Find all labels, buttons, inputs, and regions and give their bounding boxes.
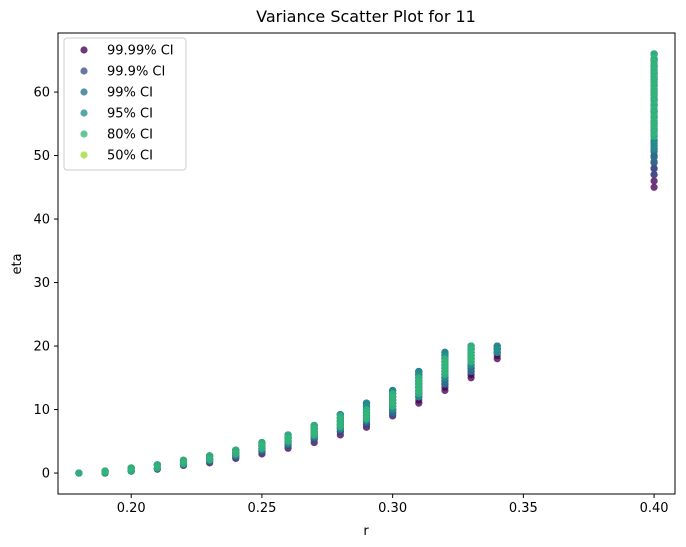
data-point — [650, 158, 658, 166]
data-point — [232, 446, 240, 454]
data-point — [650, 153, 658, 161]
x-tick-label: 0.25 — [247, 501, 276, 516]
y-axis: 0 10 20 30 40 50 60 — [33, 86, 58, 482]
data-point — [362, 399, 371, 407]
data-point — [127, 464, 135, 472]
legend-marker — [80, 109, 88, 117]
legend: 99.99% CI 99.9% CI 99% CI 95% CI 80% CI 50% C… — [63, 37, 187, 171]
y-tick-label: 20 — [33, 340, 50, 355]
y-tick-label: 30 — [33, 276, 50, 291]
data-point — [336, 412, 344, 420]
legend-marker — [80, 130, 88, 138]
data-point — [650, 165, 658, 173]
data-point — [284, 431, 292, 439]
y-tick-label: 60 — [33, 86, 50, 101]
y-tick-label: 10 — [33, 403, 50, 418]
legend-marker — [80, 151, 88, 159]
x-tick-label: 0.40 — [640, 501, 669, 516]
x-tick-label: 0.20 — [117, 501, 146, 516]
data-point — [362, 405, 371, 414]
data-point — [650, 177, 658, 185]
data-point — [415, 367, 423, 376]
series-5 — [75, 50, 658, 477]
legend-marker — [80, 88, 88, 96]
y-axis-label: eta — [10, 253, 25, 274]
legend-entries: 99.99% CI 99.9% CI 99% CI 95% CI 80% CI 50% C… — [80, 44, 174, 164]
data-point — [467, 342, 475, 350]
plot-frame — [57, 32, 676, 495]
data-point — [389, 390, 397, 398]
legend-label: 80% CI — [107, 128, 153, 143]
legend-box — [63, 37, 187, 171]
y-tick-label: 50 — [33, 149, 50, 164]
y-tick-label: 0 — [42, 467, 50, 482]
legend-label: 99.9% CI — [107, 65, 165, 80]
data-point — [258, 438, 266, 447]
data-point — [179, 456, 188, 464]
x-axis-label: r — [363, 524, 369, 539]
x-tick-label: 0.30 — [378, 501, 407, 516]
legend-marker — [80, 46, 88, 54]
data-point — [441, 348, 449, 356]
y-tick-label: 40 — [33, 213, 50, 228]
legend-label: 50% CI — [107, 149, 153, 164]
data-point — [650, 171, 658, 179]
data-point — [493, 342, 501, 350]
data-point — [153, 461, 161, 469]
data-point — [206, 452, 214, 460]
data-point — [650, 183, 658, 191]
points-layer — [75, 50, 658, 477]
legend-marker — [80, 67, 88, 75]
data-point — [310, 421, 318, 430]
chart-title: Variance Scatter Plot for 11 — [256, 7, 476, 26]
legend-label: 95% CI — [107, 107, 153, 122]
data-point — [415, 374, 423, 382]
data-point — [101, 467, 109, 475]
x-tick-label: 0.35 — [509, 501, 538, 516]
data-point — [650, 50, 658, 58]
data-point — [441, 355, 449, 363]
data-point — [75, 469, 83, 477]
legend-label: 99.99% CI — [107, 44, 174, 59]
x-axis: 0.20 0.25 0.30 0.35 0.40 — [117, 494, 669, 516]
legend-label: 99% CI — [107, 86, 153, 101]
